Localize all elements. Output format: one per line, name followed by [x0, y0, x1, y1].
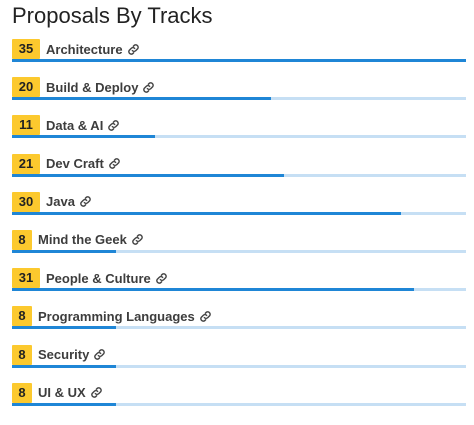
count-badge: 35 — [12, 39, 40, 59]
count-badge: 8 — [12, 344, 32, 365]
count-badge: 11 — [12, 115, 40, 136]
count-badge: 8 — [12, 382, 32, 403]
track-item[interactable]: 8 UI & UX — [12, 382, 466, 420]
track-header: 20 Build & Deploy — [12, 76, 466, 98]
link-icon[interactable] — [108, 157, 121, 170]
count-badge: 21 — [12, 153, 40, 174]
progress-bar — [12, 326, 466, 330]
track-name[interactable]: Architecture — [46, 41, 123, 57]
progress-bar — [12, 59, 466, 62]
track-item[interactable]: 8 Mind the Geek — [12, 229, 466, 267]
track-header: 11 Data & AI — [12, 114, 466, 136]
track-item[interactable]: 31 People & Culture — [12, 267, 466, 305]
link-icon[interactable] — [155, 272, 168, 285]
count-badge: 30 — [12, 191, 40, 212]
track-item[interactable]: 35 Architecture — [12, 38, 466, 76]
track-name[interactable]: Programming Languages — [38, 308, 195, 324]
track-header: 35 Architecture — [12, 38, 466, 60]
progress-bar-fill — [12, 97, 272, 101]
link-icon[interactable] — [90, 386, 103, 399]
track-name[interactable]: Data & AI — [46, 117, 104, 133]
track-header: 21 Dev Craft — [12, 153, 466, 175]
progress-bar-fill — [12, 249, 116, 253]
link-icon[interactable] — [199, 310, 212, 323]
track-header: 8 Programming Languages — [12, 305, 466, 327]
track-name[interactable]: Security — [38, 347, 90, 362]
progress-bar-fill — [12, 135, 155, 139]
track-header: 8 UI & UX — [12, 382, 466, 404]
progress-bar — [12, 173, 466, 177]
track-name[interactable]: Build & Deploy — [46, 79, 139, 95]
progress-bar — [12, 97, 466, 101]
track-header: 30 Java — [12, 191, 466, 213]
progress-bar-fill — [12, 211, 402, 215]
progress-bar-fill — [12, 326, 116, 330]
progress-bar-fill — [12, 402, 116, 406]
progress-bar-fill — [12, 364, 116, 368]
progress-bar — [12, 364, 466, 368]
progress-bar — [12, 249, 466, 253]
track-name[interactable]: UI & UX — [38, 385, 86, 401]
track-item[interactable]: 21 Dev Craft — [12, 153, 466, 191]
progress-bar — [12, 135, 466, 139]
count-badge: 20 — [12, 77, 40, 98]
progress-bar — [12, 402, 466, 406]
track-header: 8 Security — [12, 344, 466, 366]
link-icon[interactable] — [131, 233, 144, 246]
link-icon[interactable] — [142, 81, 155, 94]
track-item[interactable]: 8 Security — [12, 344, 466, 382]
track-item[interactable]: 11 Data & AI — [12, 114, 466, 152]
progress-bar-fill — [12, 288, 415, 292]
count-badge: 8 — [12, 229, 32, 250]
count-badge: 31 — [12, 268, 40, 289]
track-header: 31 People & Culture — [12, 267, 466, 289]
track-name[interactable]: Dev Craft — [46, 156, 104, 172]
page-title: Proposals By Tracks — [12, 3, 213, 28]
track-name[interactable]: Mind the Geek — [38, 232, 127, 248]
track-item[interactable]: 8 Programming Languages — [12, 305, 466, 343]
progress-bar — [12, 288, 466, 292]
track-name[interactable]: People & Culture — [46, 270, 151, 286]
link-icon[interactable] — [127, 43, 140, 56]
progress-bar-fill — [12, 173, 285, 177]
progress-bar-fill — [12, 59, 466, 62]
track-item[interactable]: 30 Java — [12, 191, 466, 229]
track-header: 8 Mind the Geek — [12, 229, 466, 251]
track-name[interactable]: Java — [46, 194, 75, 210]
progress-bar — [12, 211, 466, 215]
link-icon[interactable] — [93, 348, 106, 361]
link-icon[interactable] — [79, 195, 92, 208]
track-item[interactable]: 20 Build & Deploy — [12, 76, 466, 114]
link-icon[interactable] — [107, 119, 120, 132]
track-list: 35 Architecture 20 Build & Deploy 11 Dat… — [12, 38, 466, 420]
count-badge: 8 — [12, 306, 32, 327]
